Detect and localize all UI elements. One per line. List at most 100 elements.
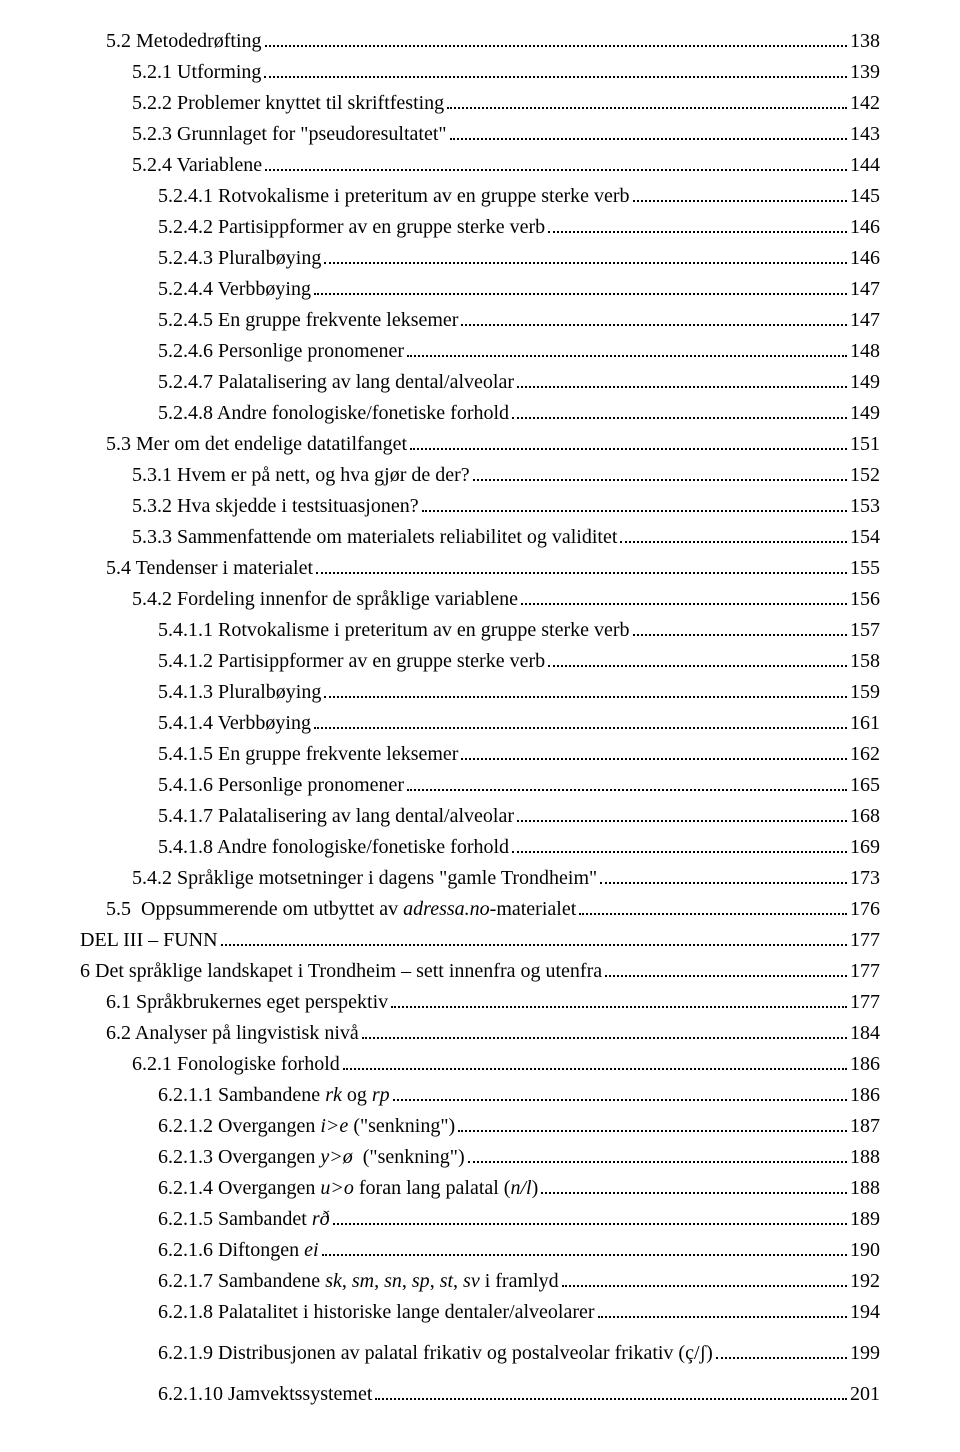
- toc-entry: 5.4.2 Språklige motsetninger i dagens "g…: [80, 863, 880, 894]
- toc-leader-dots: [600, 882, 847, 884]
- toc-leader-dots: [548, 231, 847, 233]
- toc-leader-dots: [548, 665, 847, 667]
- toc-entry-label: 6.2.1 Fonologiske forhold: [132, 1049, 340, 1080]
- toc-entry: 5.5 Oppsummerende om utbyttet av adressa…: [80, 894, 880, 925]
- toc-entry: 6.2.1.8 Palatalitet i historiske lange d…: [80, 1297, 880, 1328]
- toc-leader-dots: [450, 138, 847, 140]
- toc-entry: 5.2.4.4 Verbbøying147: [80, 274, 880, 305]
- toc-entry-label: 6.2 Analyser på lingvistisk nivå: [106, 1018, 359, 1049]
- toc-entry-label: 5.2.4.8 Andre fonologiske/fonetiske forh…: [158, 398, 509, 429]
- toc-entry: 6.2.1 Fonologiske forhold186: [80, 1049, 880, 1080]
- toc-entry-label: 6.1 Språkbrukernes eget perspektiv: [106, 987, 388, 1018]
- toc-entry-label: 5.2.3 Grunnlaget for "pseudoresultatet": [132, 119, 447, 150]
- toc-entry: 6.2.1.6 Diftongen ei190: [80, 1235, 880, 1266]
- toc-entry: 5.2.4 Variablene144: [80, 150, 880, 181]
- toc-entry-page: 158: [850, 646, 880, 677]
- toc-entry-label: 5.2.4.2 Partisippformer av en gruppe ste…: [158, 212, 545, 243]
- toc-leader-dots: [393, 1099, 847, 1101]
- toc-entry: 6.2.1.5 Sambandet rð189: [80, 1204, 880, 1235]
- toc-entry-page: 177: [850, 925, 880, 956]
- toc-entry: 5.2.4.3 Pluralbøying146: [80, 243, 880, 274]
- toc-leader-dots: [391, 1006, 847, 1008]
- toc-entry-label: 5.2.4.5 En gruppe frekvente leksemer: [158, 305, 458, 336]
- toc-entry-page: 177: [850, 956, 880, 987]
- toc-leader-dots: [633, 200, 847, 202]
- toc-leader-dots: [512, 417, 847, 419]
- toc-entry-label: 5.4 Tendenser i materialet: [106, 553, 313, 584]
- toc-entry-page: 192: [850, 1266, 880, 1297]
- toc-leader-dots: [407, 355, 847, 357]
- toc-entry: 6.2.1.4 Overgangen u>o foran lang palata…: [80, 1173, 880, 1204]
- toc-entry-page: 143: [850, 119, 880, 150]
- toc-entry: 6.2 Analyser på lingvistisk nivå184: [80, 1018, 880, 1049]
- toc-entry-label: 5.2.4.6 Personlige pronomener: [158, 336, 404, 367]
- toc-entry-page: 142: [850, 88, 880, 119]
- toc-entry: 5.4.1.4 Verbbøying161: [80, 708, 880, 739]
- toc-leader-dots: [521, 603, 847, 605]
- toc-entry: DEL III – FUNN177: [80, 925, 880, 956]
- toc-leader-dots: [512, 851, 847, 853]
- toc-entry: 5.2 Metodedrøfting138: [80, 26, 880, 57]
- toc-entry-page: 199: [850, 1338, 880, 1369]
- toc-entry-page: 154: [850, 522, 880, 553]
- toc-leader-dots: [633, 634, 847, 636]
- toc-leader-dots: [324, 696, 847, 698]
- toc-entry-label: 5.3 Mer om det endelige datatilfanget: [106, 429, 407, 460]
- toc-entry-page: 186: [850, 1080, 880, 1111]
- toc-entry-label: 5.4.1.4 Verbbøying: [158, 708, 311, 739]
- toc-entry-page: 149: [850, 367, 880, 398]
- toc-entry-label: 5.4.1.1 Rotvokalisme i preteritum av en …: [158, 615, 630, 646]
- toc-entry: 5.2.1 Utforming139: [80, 57, 880, 88]
- toc-entry-label: 6.2.1.7 Sambandene sk, sm, sn, sp, st, s…: [158, 1266, 559, 1297]
- toc-entry-page: 159: [850, 677, 880, 708]
- toc-entry: 5.4.1.3 Pluralbøying159: [80, 677, 880, 708]
- toc-leader-dots: [316, 572, 847, 574]
- toc-entry: 5.2.4.7 Palatalisering av lang dental/al…: [80, 367, 880, 398]
- toc-entry-page: 156: [850, 584, 880, 615]
- toc-leader-dots: [343, 1068, 847, 1070]
- toc-leader-dots: [264, 76, 847, 78]
- toc-entry-label: 5.2.4.3 Pluralbøying: [158, 243, 321, 274]
- toc-entry-page: 177: [850, 987, 880, 1018]
- toc-entry: 5.3 Mer om det endelige datatilfanget151: [80, 429, 880, 460]
- toc-entry-page: 201: [850, 1379, 880, 1410]
- toc-entry-label: 5.2.4.7 Palatalisering av lang dental/al…: [158, 367, 514, 398]
- toc-entry-page: 173: [850, 863, 880, 894]
- toc-entry-page: 168: [850, 801, 880, 832]
- toc-leader-dots: [620, 541, 847, 543]
- toc-leader-dots: [375, 1398, 847, 1400]
- toc-entry-page: 194: [850, 1297, 880, 1328]
- toc-entry-label: 5.4.2 Språklige motsetninger i dagens "g…: [132, 863, 597, 894]
- toc-entry: 6.2.1.2 Overgangen i>e ("senkning")187: [80, 1111, 880, 1142]
- toc-leader-dots: [461, 324, 847, 326]
- toc-leader-dots: [579, 913, 847, 915]
- toc-entry: 5.3.2 Hva skjedde i testsituasjonen? 153: [80, 491, 880, 522]
- toc-leader-dots: [598, 1316, 847, 1318]
- toc-entry-page: 153: [850, 491, 880, 522]
- toc-entry-page: 149: [850, 398, 880, 429]
- toc-entry-label: 6.2.1.4 Overgangen u>o foran lang palata…: [158, 1173, 538, 1204]
- toc-entry-label: 5.2.1 Utforming: [132, 57, 261, 88]
- toc-entry: 5.4.1.7 Palatalisering av lang dental/al…: [80, 801, 880, 832]
- toc-entry-page: 169: [850, 832, 880, 863]
- toc-entry-label: 5.3.2 Hva skjedde i testsituasjonen?: [132, 491, 419, 522]
- toc-entry-label: 5.5 Oppsummerende om utbyttet av adressa…: [106, 894, 576, 925]
- toc-leader-dots: [265, 169, 847, 171]
- toc-leader-dots: [422, 510, 847, 512]
- toc-entry-page: 157: [850, 615, 880, 646]
- toc-leader-dots: [517, 820, 847, 822]
- toc-entry-label: 5.2.2 Problemer knyttet til skriftfestin…: [132, 88, 444, 119]
- toc-leader-dots: [461, 758, 847, 760]
- toc-leader-dots: [322, 1254, 847, 1256]
- toc-entry-label: 6.2.1.1 Sambandene rk og rp: [158, 1080, 390, 1111]
- toc-entry-label: 5.2.4.1 Rotvokalisme i preteritum av en …: [158, 181, 630, 212]
- toc-entry: 5.4.1.2 Partisippformer av en gruppe ste…: [80, 646, 880, 677]
- toc-entry-label: 6.2.1.8 Palatalitet i historiske lange d…: [158, 1297, 595, 1328]
- toc-entry: 5.3.1 Hvem er på nett, og hva gjør de de…: [80, 460, 880, 491]
- toc-entry-label: 6.2.1.2 Overgangen i>e ("senkning"): [158, 1111, 455, 1142]
- toc-entry-page: 165: [850, 770, 880, 801]
- toc-entry-page: 155: [850, 553, 880, 584]
- toc-entry-page: 188: [850, 1173, 880, 1204]
- toc-leader-dots: [458, 1130, 847, 1132]
- toc-entry-label: 5.2 Metodedrøfting: [106, 26, 262, 57]
